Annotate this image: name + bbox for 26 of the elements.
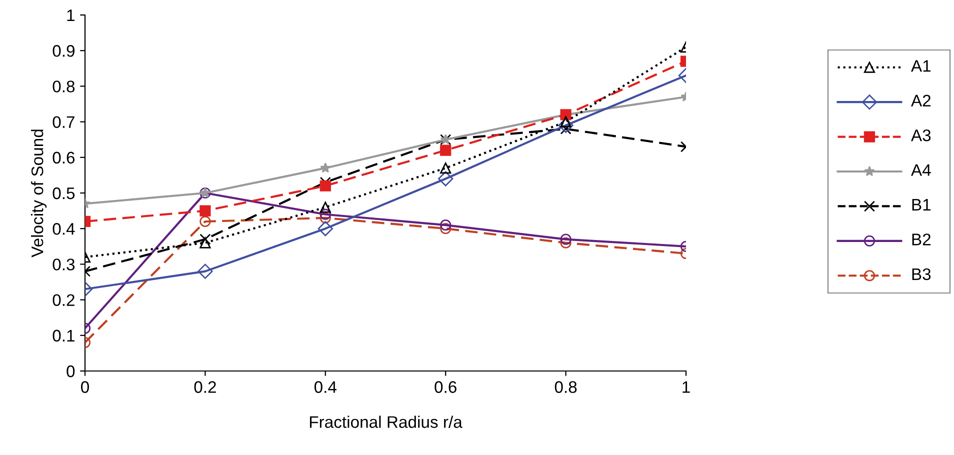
x-tick-label: 0	[81, 381, 89, 393]
x-tick-label: 0.4	[314, 381, 336, 393]
y-tick-label: 0.8	[52, 80, 75, 92]
y-tick-label: 0.6	[52, 152, 75, 164]
x-tick-label: 1	[682, 381, 690, 393]
y-tick-label: 0.4	[52, 223, 75, 235]
y-tick-label: 0.1	[52, 330, 74, 342]
x-tick-label: 0.6	[434, 381, 456, 393]
y-tick-label: 0	[66, 365, 75, 378]
y-tick-label: 1	[67, 10, 74, 22]
y-tick-label: 0.3	[52, 258, 75, 270]
legend-label: A1	[910, 60, 931, 72]
y-tick-label: 0.7	[52, 116, 74, 128]
legend-label: A3	[910, 129, 931, 142]
x-tick-label: 0.2	[194, 381, 216, 393]
y-tick-label: 0.9	[52, 45, 74, 57]
legend-label: A4	[910, 164, 931, 176]
legend-label: A2	[910, 94, 931, 106]
y-axis-title: Velocity of Sound	[31, 130, 47, 258]
legend-label: B1	[912, 199, 931, 211]
y-tick-label: 0.2	[52, 294, 74, 306]
legend-label: B2	[912, 234, 931, 246]
legend-label: B3	[912, 268, 931, 280]
x-axis-title: Fractional Radius r/a	[310, 416, 462, 428]
x-tick-label: 0.8	[554, 381, 577, 393]
y-tick-label: 0.5	[52, 187, 75, 200]
